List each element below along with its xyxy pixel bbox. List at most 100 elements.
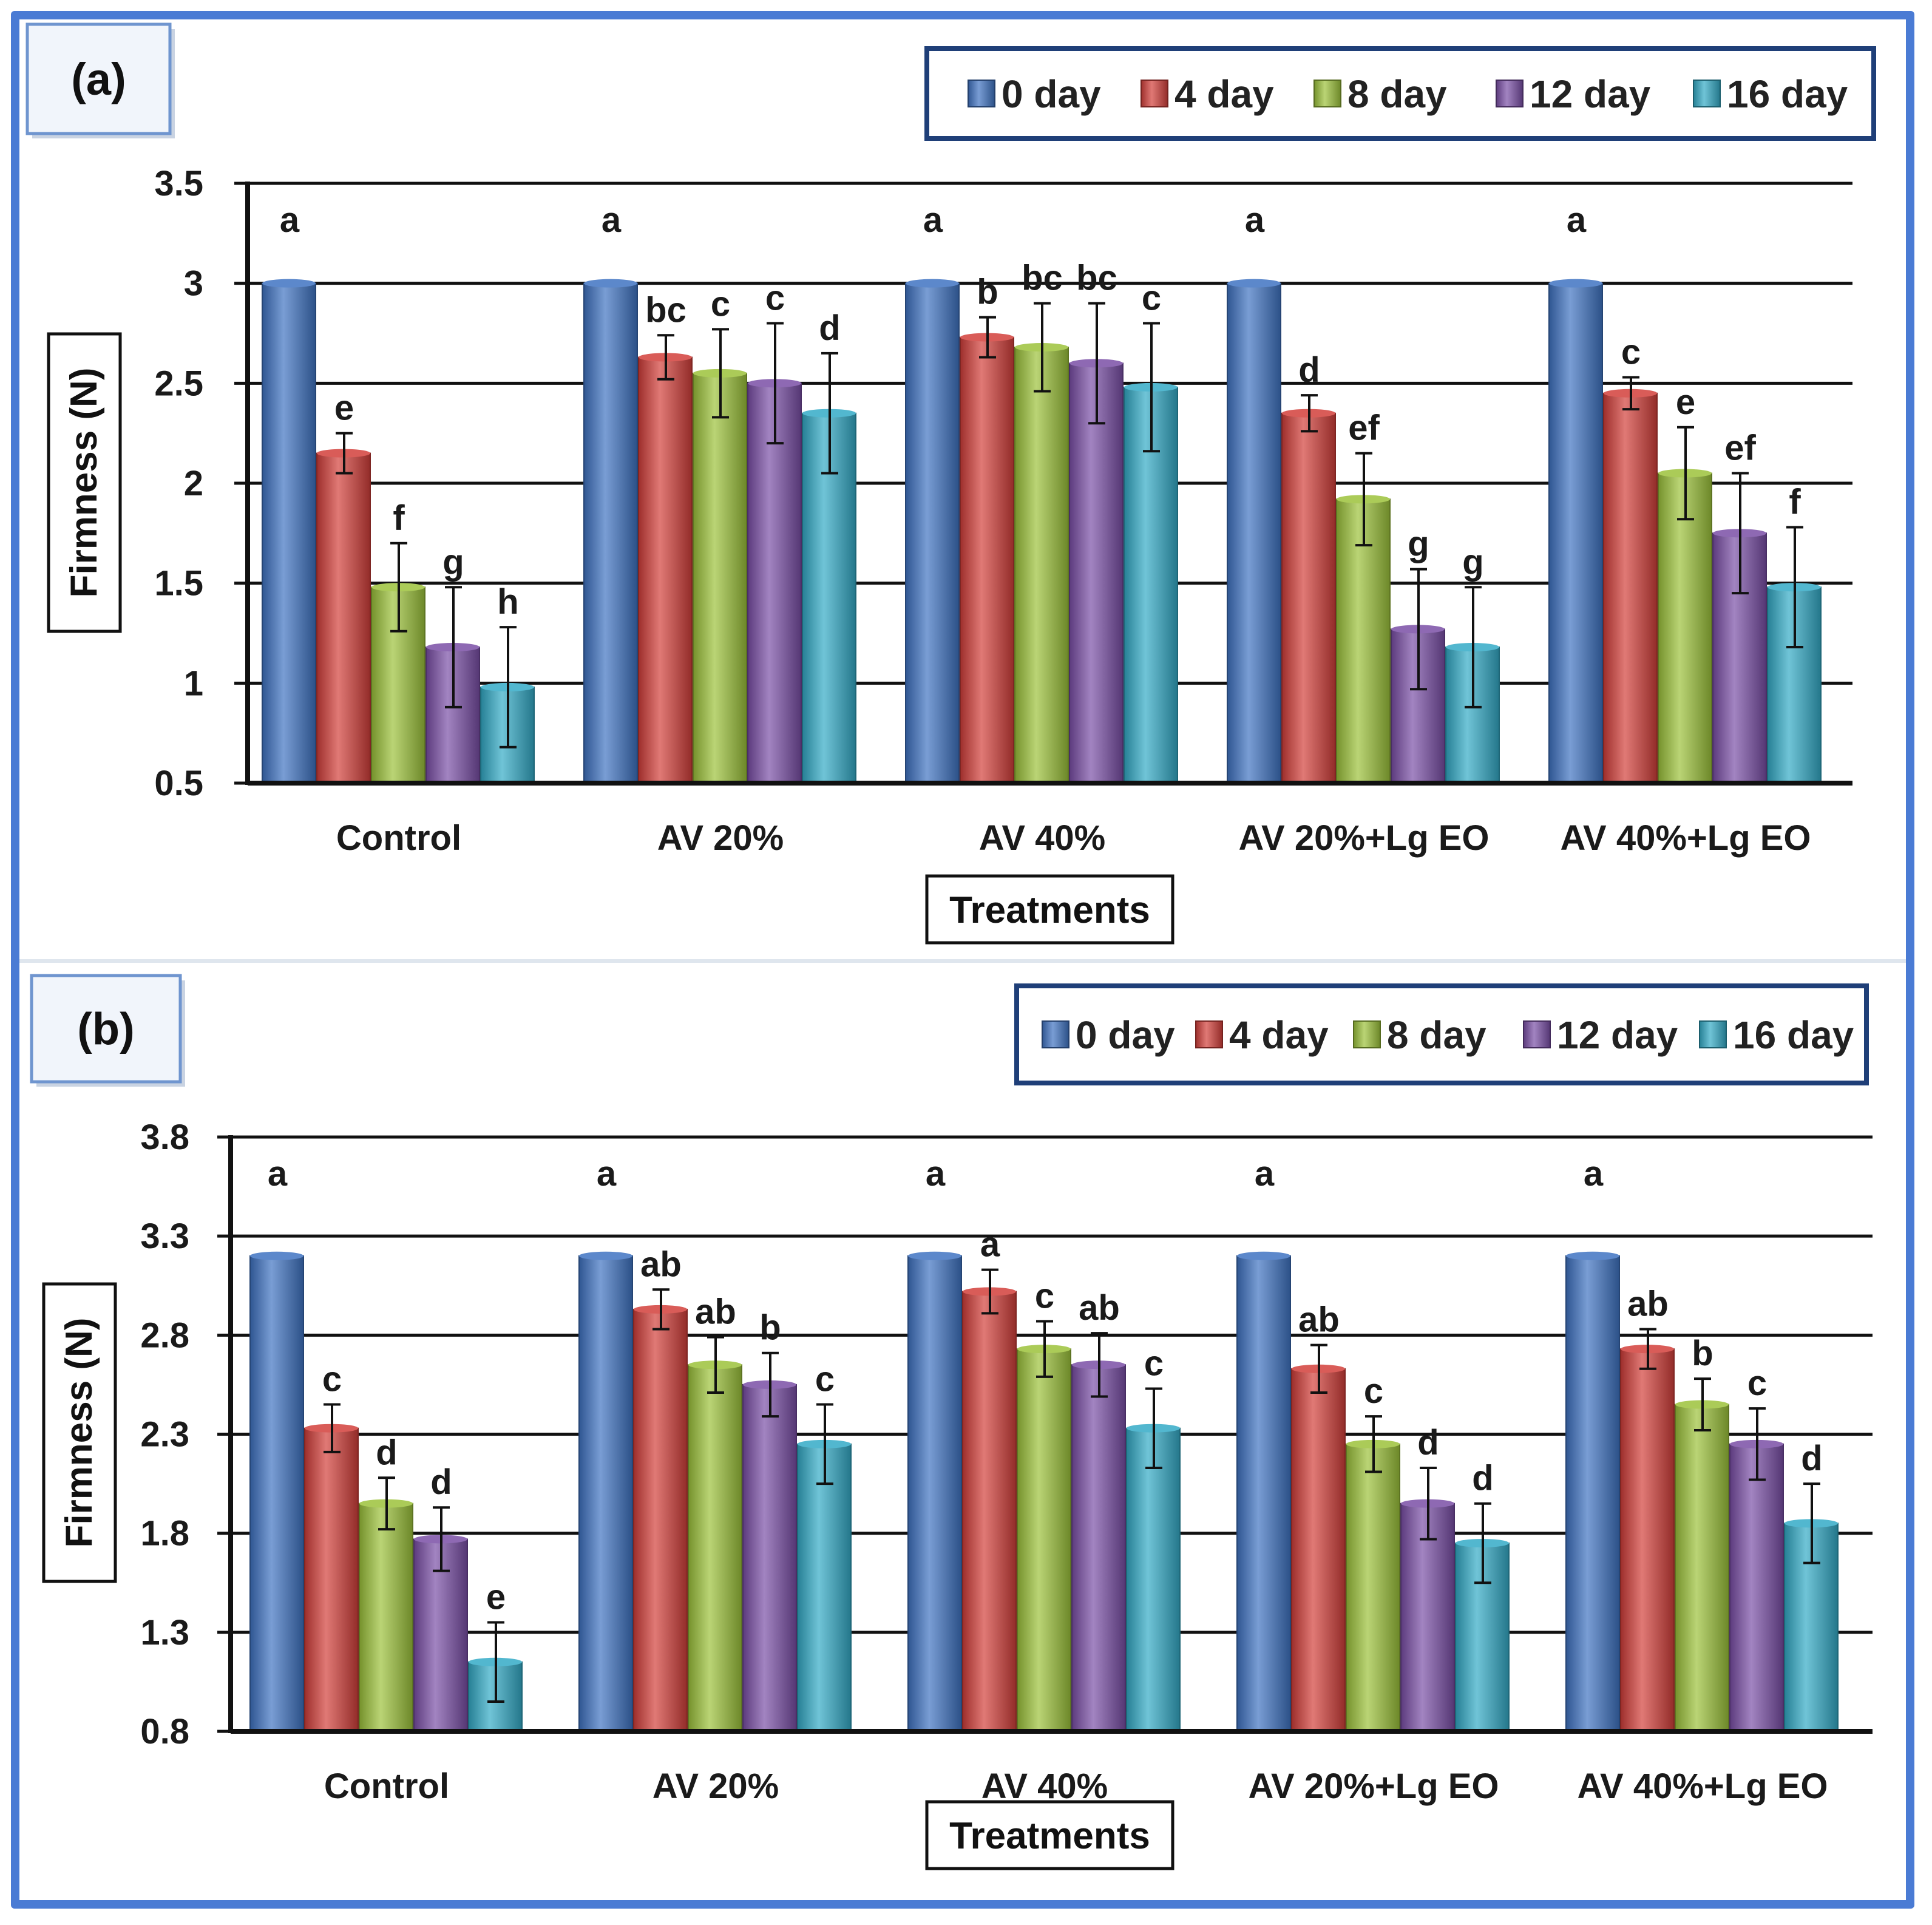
- legend-box: [924, 46, 1876, 141]
- significance-letter: ef: [1348, 409, 1380, 448]
- y-tick-label: 0.8: [140, 1712, 189, 1751]
- y-tick-label: 0.5: [154, 764, 203, 803]
- significance-letter: c: [1747, 1363, 1767, 1403]
- x-tick-label: AV 20%+Lg EO: [1248, 1767, 1499, 1806]
- panel-tag-box: [30, 974, 182, 1084]
- bar-8-day: [693, 372, 747, 784]
- bar-8-day: [359, 1502, 413, 1732]
- significance-letter: d: [430, 1462, 452, 1502]
- significance-letter: c: [815, 1360, 835, 1399]
- significance-letter: c: [1144, 1343, 1164, 1383]
- panel-label: (b): [77, 1004, 135, 1054]
- significance-letter: b: [759, 1308, 781, 1348]
- y-tick-label: 2.8: [140, 1316, 189, 1355]
- significance-letter: a: [926, 1154, 946, 1193]
- y-tick-label: 3: [184, 264, 203, 304]
- legend-label: 0 day: [1002, 72, 1101, 116]
- y-tick-label: 3.5: [154, 164, 203, 203]
- legend-swatch: [1523, 1020, 1551, 1048]
- bar-cap: [1549, 279, 1602, 288]
- y-tick-label: 1.5: [154, 564, 203, 603]
- x-tick-label: AV 20%: [652, 1767, 779, 1806]
- bar-4-day: [962, 1291, 1017, 1733]
- bar-cap: [1566, 1251, 1619, 1260]
- legend-label: 12 day: [1557, 1013, 1678, 1057]
- bar-12-day: [1069, 362, 1124, 784]
- bar-0-day: [1236, 1255, 1291, 1733]
- y-tick-label: 3.8: [140, 1118, 189, 1157]
- legend-label: 0 day: [1076, 1013, 1175, 1057]
- bar-16-day: [802, 412, 856, 784]
- bar-12-day: [1400, 1502, 1455, 1732]
- bar-8-day: [1336, 498, 1391, 784]
- legend-label: 8 day: [1347, 72, 1447, 116]
- legend-label: 4 day: [1174, 72, 1274, 116]
- panel-tag-box: [25, 22, 172, 135]
- bar-cap: [906, 279, 959, 288]
- x-axis-title: Treatments: [949, 889, 1150, 931]
- significance-letter: a: [602, 200, 622, 240]
- x-axis-title-box: [925, 874, 1174, 945]
- legend-swatch: [1042, 1020, 1069, 1048]
- bar-16-day: [1126, 1427, 1181, 1732]
- significance-letter: d: [1801, 1439, 1822, 1478]
- legend-swatch: [1195, 1020, 1223, 1048]
- significance-letter: b: [977, 273, 998, 312]
- significance-letter: a: [597, 1154, 617, 1193]
- bar-4-day: [1291, 1368, 1346, 1733]
- bar-cap: [1227, 279, 1281, 288]
- significance-letter: a: [268, 1154, 288, 1193]
- significance-letter: e: [334, 389, 354, 428]
- y-tick-label: 2.3: [140, 1415, 189, 1455]
- significance-letter: ab: [695, 1292, 736, 1332]
- significance-letter: c: [1142, 279, 1161, 318]
- x-tick-label: Control: [324, 1767, 449, 1806]
- legend-swatch: [1313, 80, 1341, 107]
- bar-16-day: [1124, 386, 1178, 784]
- bar-4-day: [1603, 392, 1658, 784]
- legend-label: 16 day: [1733, 1013, 1854, 1057]
- y-axis-title: Firmness (N): [63, 368, 105, 598]
- bar-0-day: [905, 282, 960, 784]
- bar-16-day: [797, 1443, 852, 1732]
- significance-letter: c: [765, 279, 785, 318]
- y-tick-label: 2: [184, 464, 203, 503]
- significance-letter: f: [393, 498, 405, 538]
- legend-swatch: [1693, 80, 1721, 107]
- bar-cap: [1237, 1251, 1290, 1260]
- bar-cap: [584, 279, 637, 288]
- bar-0-day: [578, 1255, 633, 1733]
- x-tick-label: Control: [336, 818, 461, 858]
- y-tick-label: 1.3: [140, 1613, 189, 1652]
- bar-4-day: [1281, 412, 1336, 784]
- significance-letter: a: [1255, 1154, 1275, 1193]
- significance-letter: ef: [1724, 429, 1756, 468]
- y-tick-label: 2.5: [154, 364, 203, 403]
- significance-letter: d: [376, 1433, 397, 1472]
- bar-8-day: [1346, 1443, 1400, 1732]
- bar-cap: [262, 279, 316, 288]
- bar-8-day: [1675, 1404, 1729, 1733]
- significance-letter: c: [1621, 332, 1641, 372]
- legend-swatch: [1141, 80, 1168, 107]
- bar-4-day: [638, 356, 693, 784]
- significance-letter: e: [1676, 382, 1695, 422]
- bar-0-day: [1548, 282, 1603, 784]
- significance-letter: a: [1245, 200, 1265, 240]
- significance-letter: g: [442, 542, 464, 582]
- bar-4-day: [960, 336, 1014, 784]
- significance-letter: c: [711, 284, 730, 324]
- y-axis-title-box: [47, 332, 122, 633]
- bar-0-day: [249, 1255, 304, 1733]
- x-tick-label: AV 20%: [657, 818, 784, 858]
- significance-letter: ab: [1627, 1285, 1669, 1324]
- x-tick-label: AV 20%+Lg EO: [1238, 818, 1489, 858]
- significance-letter: c: [1364, 1371, 1383, 1411]
- bar-cap: [579, 1251, 632, 1260]
- significance-letter: bc: [1076, 259, 1117, 298]
- bar-8-day: [688, 1364, 742, 1733]
- x-axis-title-box: [925, 1800, 1174, 1870]
